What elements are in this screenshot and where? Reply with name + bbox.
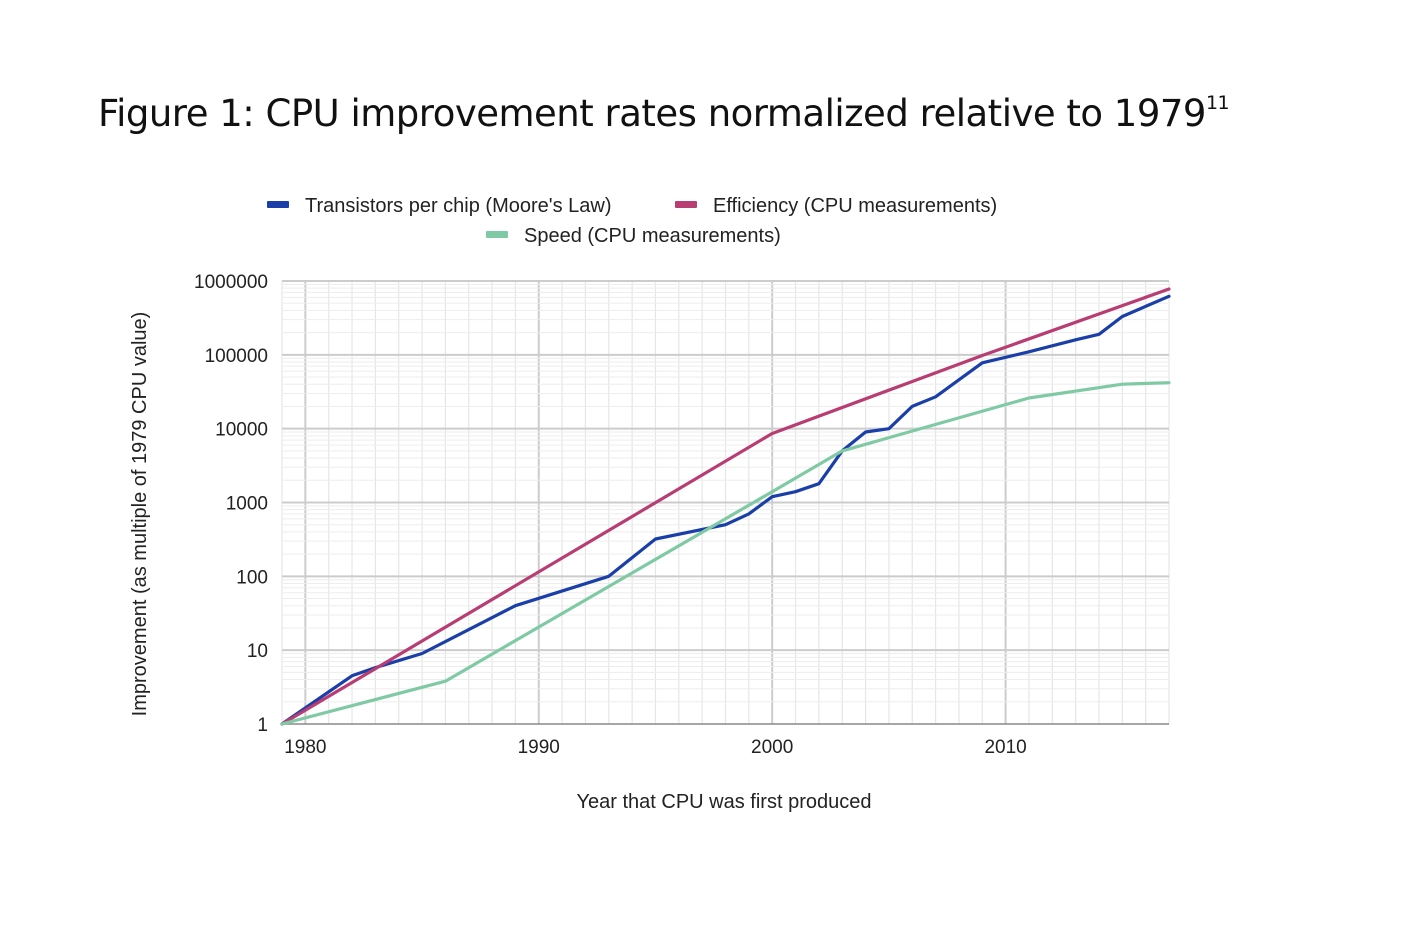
x-tick-label: 1980 xyxy=(284,737,326,758)
grid xyxy=(281,280,1170,725)
figure-title-text: Figure 1: CPU improvement rates normaliz… xyxy=(98,92,1206,135)
legend: Transistors per chip (Moore's Law) Effici… xyxy=(267,195,997,247)
x-tick-label: 2000 xyxy=(751,737,793,758)
y-tick-label: 10 xyxy=(247,641,268,662)
series-line-1 xyxy=(280,294,1171,726)
figure-footnote-marker: 11 xyxy=(1205,91,1230,114)
series-line-3 xyxy=(280,381,1171,726)
y-tick-label: 1 xyxy=(257,715,268,736)
legend-swatch-2 xyxy=(675,201,697,208)
y-tick-label: 1000000 xyxy=(194,272,268,293)
y-tick-label: 10000 xyxy=(215,420,268,441)
x-tick-label: 2010 xyxy=(984,737,1026,758)
y-tick-label: 100 xyxy=(236,567,268,588)
legend-swatch-3 xyxy=(486,231,508,238)
legend-label-1: Transistors per chip (Moore's Law) xyxy=(305,195,612,217)
x-axis-title: Year that CPU was first produced xyxy=(577,791,872,813)
series-lines xyxy=(280,287,1171,726)
y-axis-title: Improvement (as multiple of 1979 CPU val… xyxy=(129,312,151,717)
x-tick-label: 1990 xyxy=(518,737,560,758)
series-line-2 xyxy=(280,287,1171,726)
legend-swatch-1 xyxy=(267,201,289,208)
y-tick-label: 1000 xyxy=(226,494,268,515)
y-tick-label: 100000 xyxy=(205,346,268,367)
figure-title: Figure 1: CPU improvement rates normaliz… xyxy=(98,91,1230,135)
legend-label-3: Speed (CPU measurements) xyxy=(524,225,781,247)
legend-label-2: Efficiency (CPU measurements) xyxy=(713,195,997,217)
axes: 1 10 100 1000 10000 100000 1000000 1980 1990 2000… xyxy=(194,272,1027,758)
